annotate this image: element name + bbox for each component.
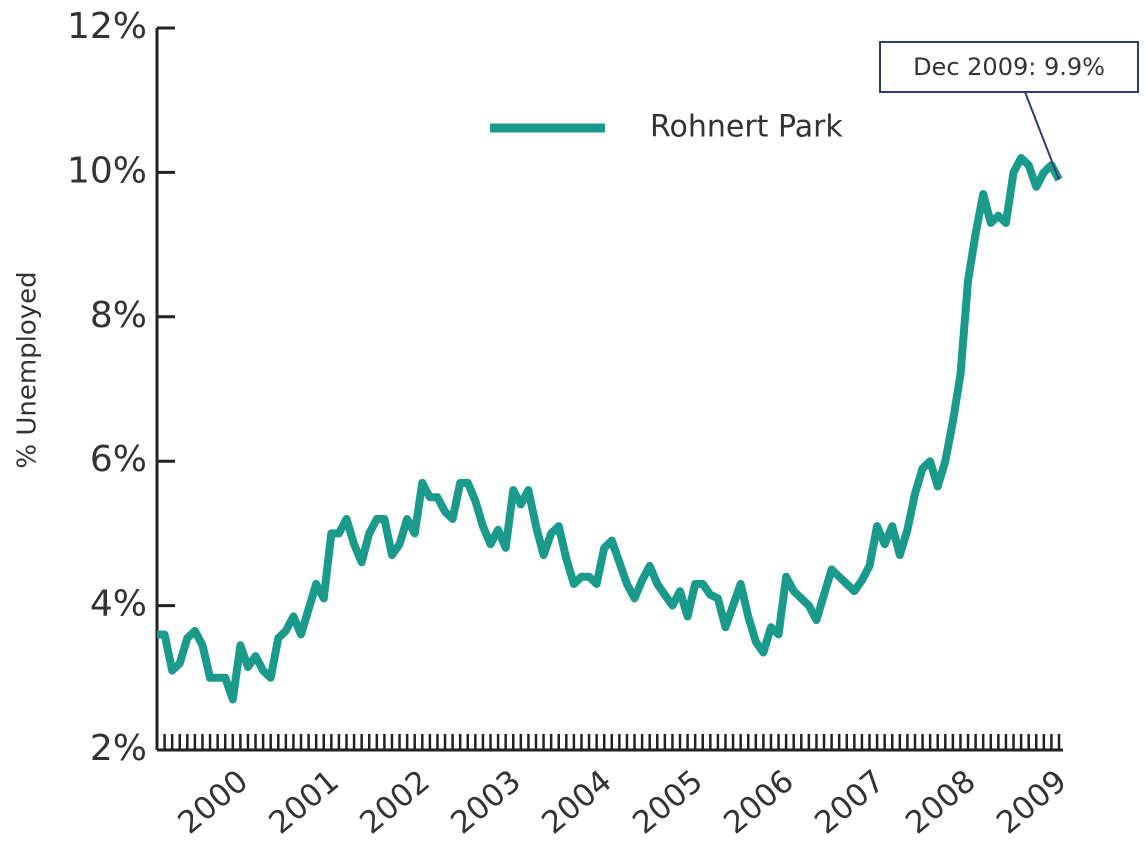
x-tick-label: 2000 — [171, 763, 255, 841]
y-tick-label: 8% — [90, 295, 147, 336]
x-tick-label: 2004 — [535, 763, 619, 841]
line-series — [157, 153, 1063, 704]
x-tick-label: 2008 — [899, 763, 983, 841]
x-tick-label: 2009 — [990, 763, 1074, 841]
y-tick-label: 2% — [90, 728, 147, 769]
x-tick-label: 2001 — [262, 763, 346, 841]
x-tick-label: 2003 — [444, 763, 528, 841]
annotation-text: Dec 2009: 9.9% — [913, 53, 1105, 81]
y-tick-label: 6% — [90, 439, 147, 480]
annotation-pointer — [1024, 91, 1060, 180]
y-axis-label: % Unemployed — [13, 271, 43, 468]
legend-label: Rohnert Park — [650, 110, 843, 145]
x-tick-label: 2006 — [717, 763, 801, 841]
x-tick-label: 2007 — [808, 763, 892, 841]
x-tick-label: 2005 — [626, 763, 710, 841]
y-tick-label: 4% — [90, 584, 147, 625]
annotation: Dec 2009: 9.9% — [879, 41, 1139, 93]
y-tick-label: 12% — [67, 6, 147, 47]
y-tick-label: 10% — [67, 150, 147, 191]
annotation-box — [879, 41, 1139, 93]
x-tick-label: 2002 — [353, 763, 437, 841]
